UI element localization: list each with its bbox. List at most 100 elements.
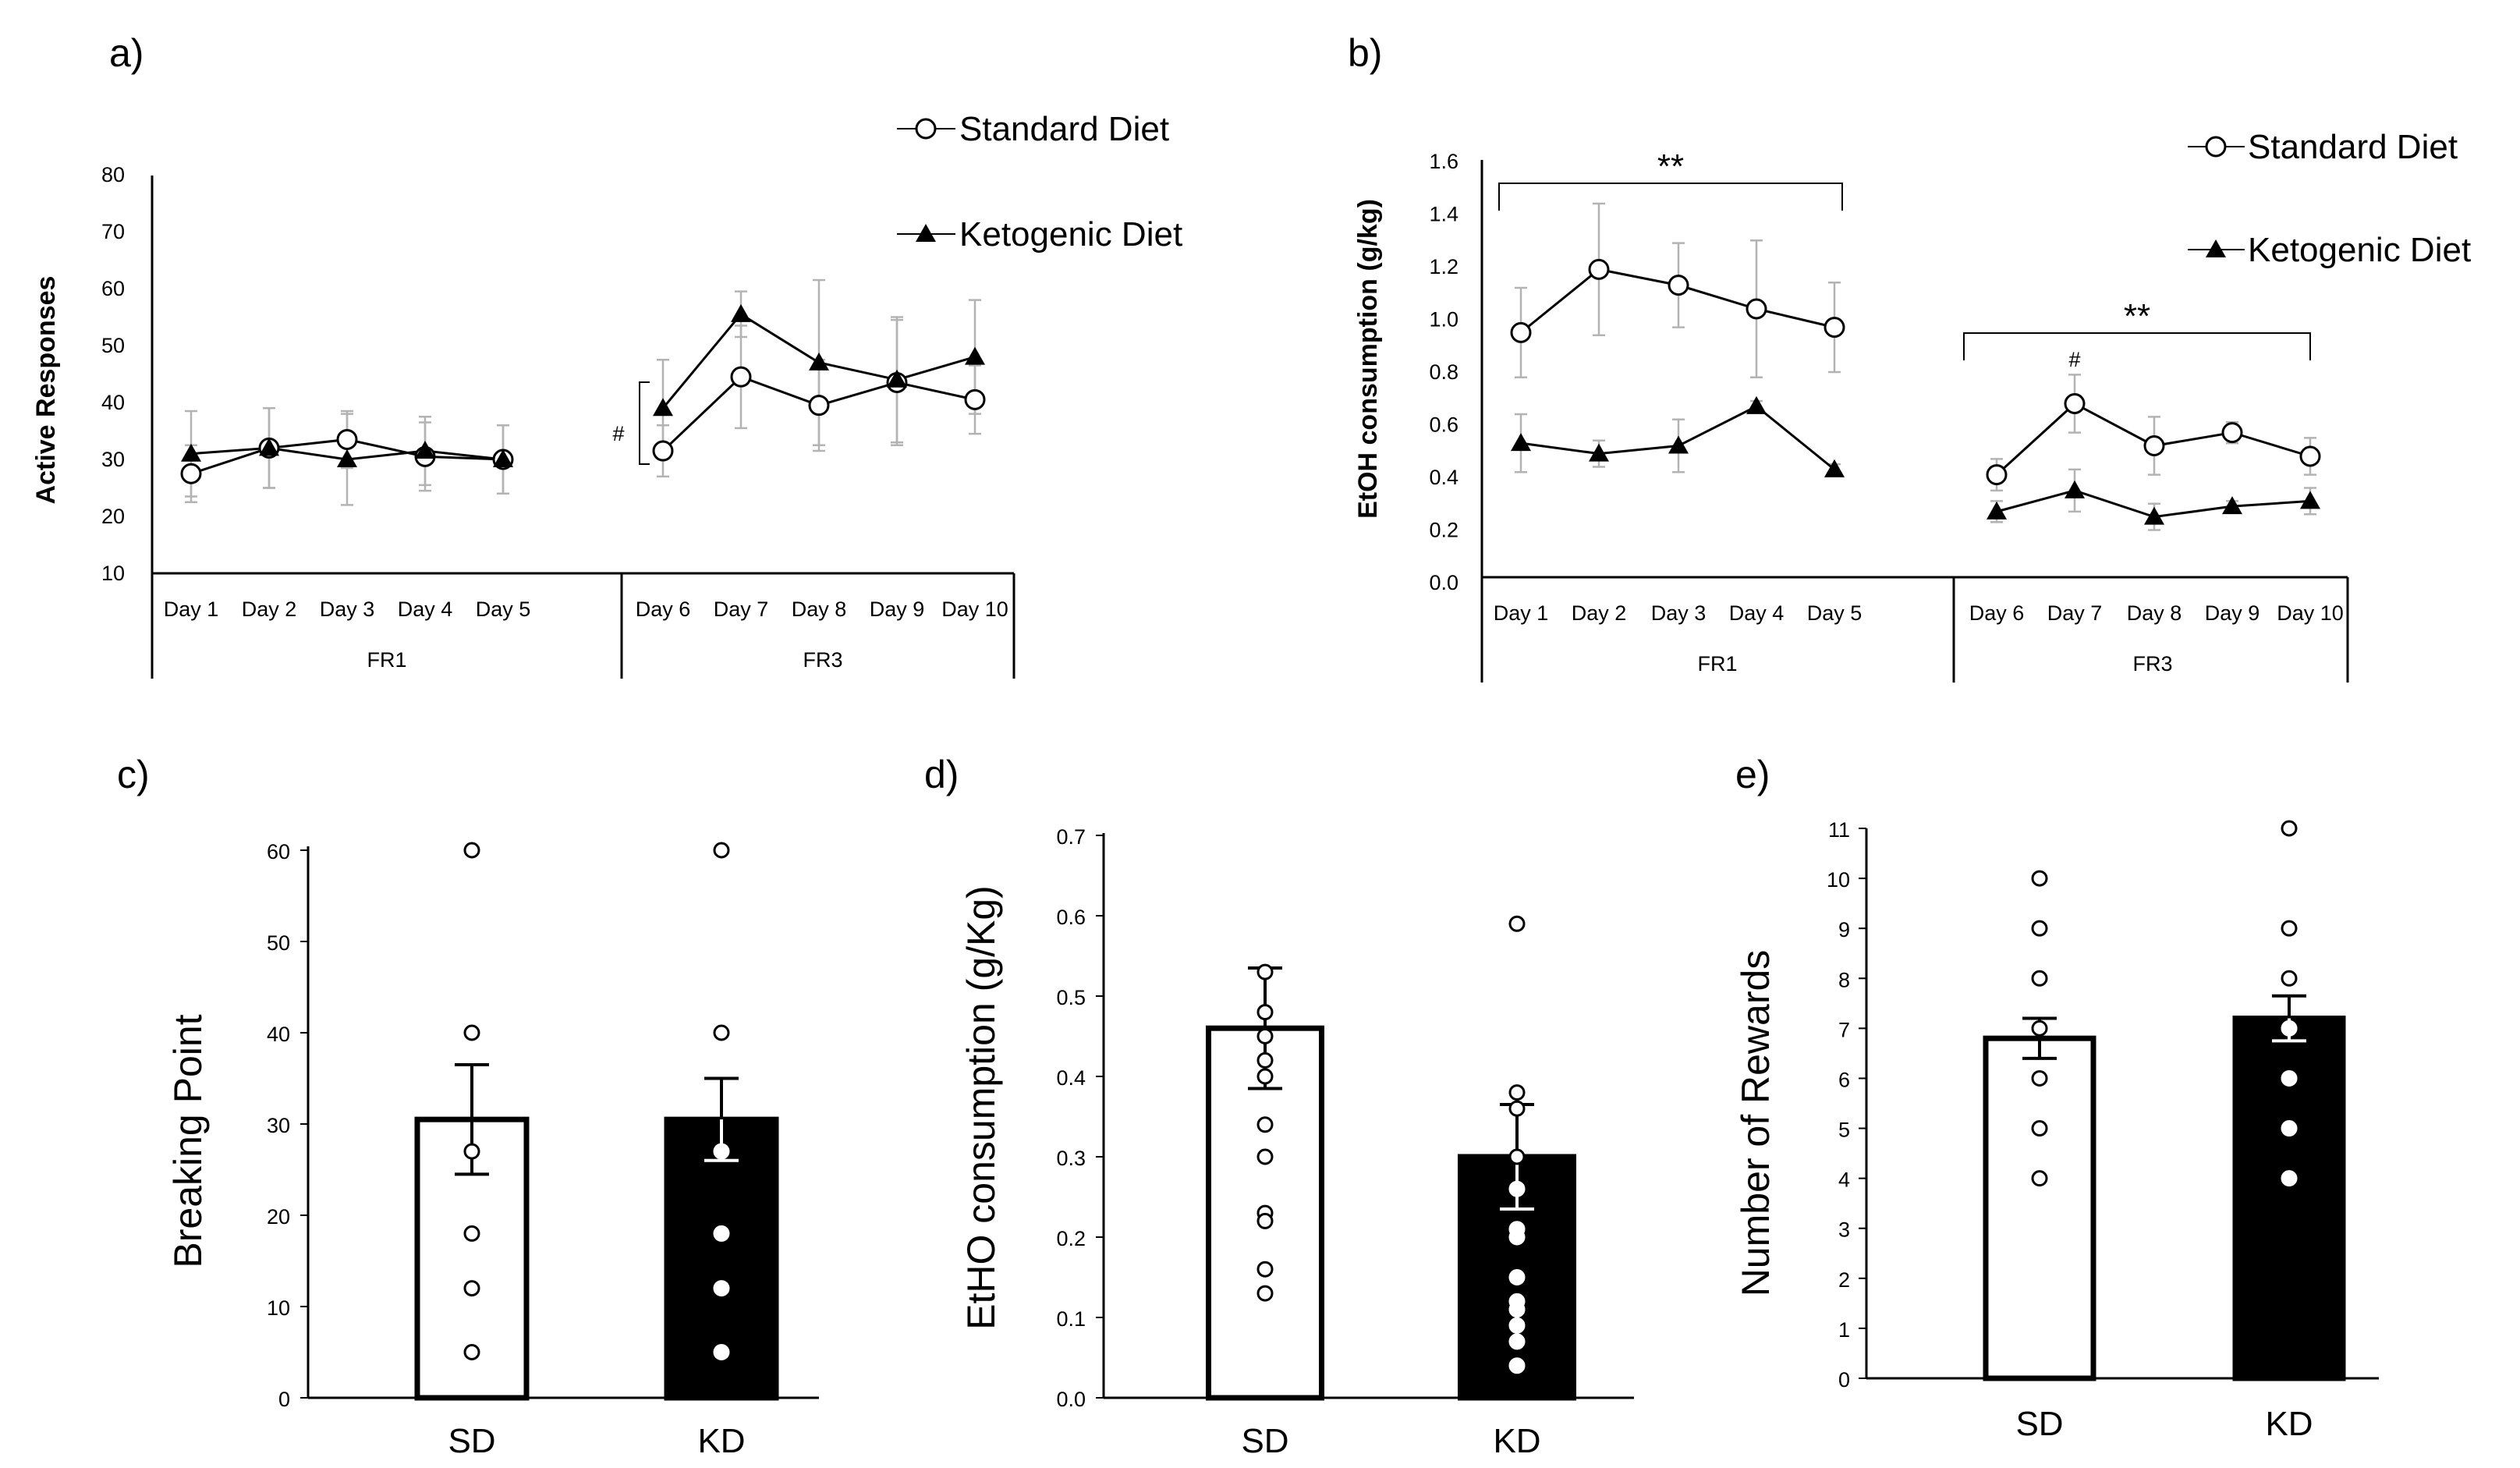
panel-c-data-point-kd [713,1280,730,1297]
legend-b-ketogenic-marker [2206,239,2226,257]
panel-a-ketogenic-point [965,346,985,365]
panel-b-ytick: 1.0 [1429,308,1458,332]
panel-e-data-point-sd [2031,1170,2048,1187]
panel-a-standard-point [808,395,830,417]
panel-a-hash-bracket [639,381,650,465]
panel-a: a) Active Responses 10 20 30 40 50 60 70 80 Day… [31,31,1182,679]
panel-d-xtick-sd: SD [1241,1422,1288,1460]
panel-d-label: d) [924,753,959,796]
panel-a-ketogenic-point [653,398,673,417]
legend-b-ketogenic-label: Ketogenic Diet [2248,231,2471,269]
panel-b-standard-point [1824,317,1845,339]
panel-b-standard-point [2143,435,2165,456]
panel-a-standard-point [652,440,674,462]
panel-e-ytick: 7 [1838,1018,1850,1041]
panel-c-data-point-sd [463,842,480,859]
panel-b-ketogenic-point [1511,433,1531,452]
panel-a-ketogenic-point [493,449,513,467]
panel-e-y-axis-label: Number of Rewards [1734,950,1777,1297]
panel-b-fr1-significance: ** [1657,147,1684,186]
panel-a-ketogenic-point [259,438,279,456]
panel-c-xtick-sd: SD [448,1422,495,1460]
panel-b-ketogenic-point [2222,496,2242,515]
panel-d-data-point-kd [1508,1229,1526,1246]
panel-d-data-point-sd [1256,963,1274,980]
panel-b-standard-point [2299,445,2321,467]
panel-a-ytick: 50 [101,334,125,357]
panel-b-ketogenic-point [1824,459,1845,477]
panel-b-label: b) [1348,31,1382,75]
panel-e-ytick: 1 [1838,1318,1850,1342]
panel-c-ytick: 0 [278,1388,290,1411]
panel-b-xtick: Day 8 [2127,601,2182,625]
panel-b-fr3-bracket [1963,332,2311,360]
panel-e-error-bar-kd [2272,994,2306,1019]
panel-e-ytick: 8 [1838,968,1850,991]
panel-b-standard-point [2064,393,2086,414]
legend-a-standard-marker [915,118,937,140]
panel-d-ytick: 0.5 [1056,986,1086,1009]
panel-d-y-axis-label: EtHO consumption (g/Kg) [959,885,1003,1330]
panel-a-ketogenic-point [337,449,357,467]
panel-c-ytick: 60 [267,840,290,863]
panel-a-ketogenic-point [731,303,751,322]
panel-c-error-bar-kd [704,1076,739,1120]
panel-e-data-point-sd [2031,1019,2048,1037]
panel-b-group-fr1: FR1 [1697,652,1737,675]
panel-a-ytick: 40 [101,391,125,414]
panel-b-standard-point [2221,422,2243,444]
panel-d-data-point-kd [1508,1148,1526,1165]
panel-b-hash-annotation: # [2068,348,2080,371]
panel-b-ketogenic-point [2065,480,2085,498]
panel-e: e) Number of Rewards 0 1 2 3 4 5 6 7 8 9 10 11 SD KD [1734,753,2379,1443]
panel-b-standard-point [1668,275,1689,296]
panel-b-standard-point [1746,298,1767,320]
panel-d-ytick: 0.3 [1056,1147,1086,1170]
panel-c-data-point-sd [463,1024,480,1041]
panel-b-ytick: 0.4 [1429,466,1458,489]
panel-b-standard-point [1588,258,1610,280]
panel-a-xtick: Day 4 [398,597,453,621]
panel-e-data-point-sd [2031,970,2048,987]
panel-e-data-point-sd [2031,920,2048,937]
panel-e-xtick-kd: KD [2265,1405,2313,1443]
panel-b-standard-point [1986,464,2008,486]
panel-d-data-point-sd [1256,1004,1274,1021]
panel-b-xtick: Day 9 [2205,601,2260,625]
panel-d-ytick: 0.7 [1056,825,1086,849]
panel-e-data-point-kd [2281,920,2298,937]
panel-a-ytick: 10 [101,562,125,585]
panel-a-xtick: Day 6 [636,597,691,621]
panel-a-xtick: Day 8 [792,597,847,621]
panel-c-data-point-kd [713,1024,730,1041]
panel-e-data-point-sd [2031,1069,2048,1087]
panel-b-ytick: 1.6 [1429,150,1458,173]
panel-d-xtick-kd: KD [1493,1422,1540,1460]
panel-d-data-point-kd [1508,1180,1526,1197]
panel-d-data-point-sd [1256,1148,1274,1165]
panel-d-data-point-kd [1508,915,1526,932]
legend-a-ketogenic-marker [916,224,936,242]
panel-b-ketogenic-point [2300,491,2320,509]
panel-c-data-point-kd [713,1225,730,1242]
panel-c-y-axis-label: Breaking Point [166,1014,210,1268]
panel-b-ketogenic-point [1987,501,2007,519]
panel-d-ytick: 0.4 [1056,1066,1086,1090]
panel-a-hash-annotation: # [612,422,624,445]
panel-d: d) EtHO consumption (g/Kg) 0.0 0.1 0.2 0.3 0… [924,753,1634,1460]
panel-b-ytick: 0.8 [1429,360,1458,384]
panel-e-ytick: 11 [1828,818,1850,842]
panel-a-ketogenic-point [809,352,829,371]
panel-d-data-point-sd [1256,1068,1274,1085]
panel-a-ketogenic-point [887,369,907,388]
panel-c-data-point-sd [463,1344,480,1360]
panel-e-data-point-sd [2031,1120,2048,1137]
legend-a-ketogenic-label: Ketogenic Diet [959,215,1182,254]
panel-b-xtick: Day 6 [1969,601,2025,625]
panel-b-fr1-bracket [1498,183,1843,211]
panel-a-xtick: Day 10 [941,597,1008,621]
panel-e-ytick: 10 [1827,868,1850,892]
panel-c-label: c) [117,753,150,796]
panel-e-data-point-kd [2281,1019,2298,1037]
